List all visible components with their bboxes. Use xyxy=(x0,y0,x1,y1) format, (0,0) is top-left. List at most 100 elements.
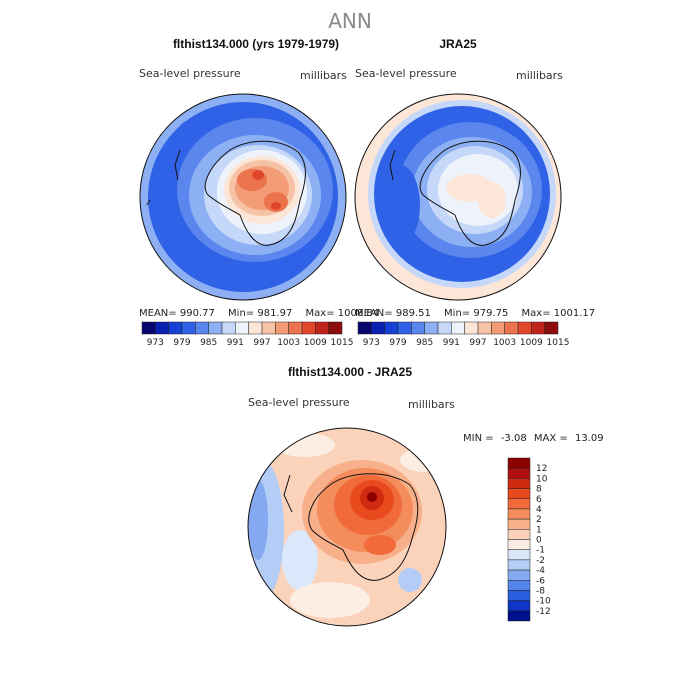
panel-difference-colorbar-tick-label: -4 xyxy=(536,566,545,576)
panel-reanalysis-colorbar-swatch xyxy=(424,321,439,335)
panel-model-colorbar-swatch xyxy=(235,321,249,335)
panel-model-colorbar-tick-label: 973 xyxy=(147,338,164,348)
panel-difference-colorbar-tick-label: -6 xyxy=(536,576,545,586)
panel-difference-colorbar-swatch xyxy=(507,610,531,622)
panel-reanalysis-max-value: 1001.17 xyxy=(554,308,595,319)
panel-reanalysis-colorbar-tick-label: 997 xyxy=(469,338,486,348)
panel-reanalysis-units-label: millibars xyxy=(516,69,563,82)
panel-difference-colorbar-swatch xyxy=(507,457,531,469)
panel-reanalysis-colorbar-swatch xyxy=(371,321,385,335)
panel-reanalysis-colorbar-tick-label: 985 xyxy=(416,338,433,348)
panel-difference-colorbar-swatch xyxy=(507,539,531,550)
panel-model-colorbar-swatch xyxy=(275,321,289,335)
panel-model-colorbar-swatch xyxy=(181,321,196,335)
panel-difference-title: flthist134.000 - JRA25 xyxy=(288,365,412,379)
panel-reanalysis-colorbar-tick-label: 991 xyxy=(443,338,460,348)
panel-difference-colorbar-swatch xyxy=(507,549,531,561)
panel-difference-colorbar-tick-label: 12 xyxy=(536,464,547,474)
panel-reanalysis-colorbar-swatch xyxy=(384,321,399,335)
panel-model-colorbar-swatch xyxy=(141,321,156,335)
panel-difference-colorbar-tick-label: 10 xyxy=(536,474,548,484)
figure-title: ANN xyxy=(328,9,372,33)
panel-difference-max-value: 13.09 xyxy=(575,433,604,444)
panel-difference-colorbar-swatch xyxy=(507,590,531,601)
panel-model-colorbar-tick-label: 985 xyxy=(200,338,217,348)
panel-reanalysis-mean-label: MEAN= xyxy=(355,308,393,319)
panel-model-colorbar-swatch xyxy=(301,321,316,335)
panel-model-colorbar-tick-label: 1003 xyxy=(277,338,300,348)
panel-difference-colorbar-tick-label: 4 xyxy=(536,505,542,515)
panel-reanalysis-colorbar-tick-label: 1015 xyxy=(547,338,570,348)
panel-difference-colorbar-swatch xyxy=(507,498,531,510)
panel-difference-colorbar-swatch xyxy=(507,488,531,499)
panel-difference-colorbar-tick-label: 1 xyxy=(536,525,542,535)
panel-model-colorbar: 973 979 985 991 997 1003 1009 1015 xyxy=(141,321,354,348)
panel-model-colorbar-tick-label: 1009 xyxy=(304,338,327,348)
panel-difference: flthist134.000 - JRA25 Sea-level pressur… xyxy=(247,365,604,627)
panel-difference-colorbar-tick-label: 8 xyxy=(536,485,542,495)
panel-model-colorbar-tick-label: 991 xyxy=(227,338,244,348)
panel-model-max-value: 1008.84 xyxy=(338,308,379,319)
panel-model-colorbar-swatch xyxy=(328,321,343,335)
panel-difference-colorbar-swatch xyxy=(507,580,531,591)
panel-difference-variable-label: Sea-level pressure xyxy=(248,396,350,409)
panel-reanalysis-colorbar-swatch xyxy=(451,321,465,335)
panel-difference-colorbar-tick-label: -8 xyxy=(536,586,545,596)
panel-model-colorbar-swatch xyxy=(155,321,169,335)
panel-difference-colorbar-tick-label: -12 xyxy=(536,607,551,617)
panel-difference-colorbar-swatch xyxy=(507,600,531,612)
panel-difference-min-value: -3.08 xyxy=(501,433,527,444)
panel-model: flthist134.000 (yrs 1979-1979) Sea-level… xyxy=(139,37,379,348)
panel-difference-colorbar-tick-label: -10 xyxy=(536,597,551,607)
panel-model-units-label: millibars xyxy=(300,69,347,82)
panel-difference-colorbar-swatch xyxy=(507,508,531,520)
panel-reanalysis-colorbar: 973 979 985 991 997 1003 1009 1015 xyxy=(357,321,570,348)
panel-difference-colorbar-tick-label: -2 xyxy=(536,556,545,566)
panel-model-stats: MEAN= 990.77 Min= 981.97 Max= 1008.84 xyxy=(139,308,379,319)
panel-reanalysis-colorbar-swatch xyxy=(531,321,545,335)
panel-reanalysis-min-label: Min= xyxy=(444,308,470,319)
panel-difference-stats: MIN = -3.08 MAX = 13.09 xyxy=(463,433,604,444)
panel-reanalysis-colorbar-swatch xyxy=(477,321,492,335)
panel-reanalysis-title: JRA25 xyxy=(439,37,477,51)
panel-difference-colorbar-swatch xyxy=(507,569,531,581)
panel-reanalysis-min-value: 979.75 xyxy=(473,308,508,319)
panel-reanalysis-colorbar-swatch xyxy=(411,321,425,335)
panel-model-colorbar-swatch xyxy=(195,321,209,335)
panel-difference-colorbar-tick-label: -1 xyxy=(536,546,545,556)
panel-model-colorbar-swatch xyxy=(208,321,223,335)
panel-reanalysis-colorbar-swatch xyxy=(397,321,412,335)
panel-model-colorbar-tick-label: 1015 xyxy=(331,338,354,348)
panel-difference-map xyxy=(248,428,446,626)
panel-difference-colorbar-swatch xyxy=(507,559,531,571)
panel-model-title: flthist134.000 (yrs 1979-1979) xyxy=(173,37,339,51)
panel-reanalysis-colorbar-tick-label: 973 xyxy=(363,338,380,348)
panel-reanalysis-max-label: Max= xyxy=(522,308,551,319)
panel-difference-colorbar-tick-label: 6 xyxy=(536,495,542,505)
panel-difference-min-label: MIN = xyxy=(463,433,494,444)
panel-model-colorbar-swatch xyxy=(315,321,329,335)
panel-reanalysis-variable-label: Sea-level pressure xyxy=(355,67,457,80)
panel-model-mean-value: 990.77 xyxy=(180,308,215,319)
panel-reanalysis-colorbar-swatch xyxy=(437,321,452,335)
panel-model-colorbar-swatch xyxy=(168,321,183,335)
panel-reanalysis-colorbar-tick-label: 1003 xyxy=(493,338,516,348)
panel-difference-max-label: MAX = xyxy=(534,433,568,444)
panel-model-colorbar-swatch xyxy=(288,321,303,335)
panel-reanalysis-map xyxy=(355,94,561,300)
panel-difference-colorbar-swatch xyxy=(507,518,531,530)
panel-model-variable-label: Sea-level pressure xyxy=(139,67,241,80)
panel-reanalysis: JRA25 Sea-level pressure millibars MEAN=… xyxy=(354,37,595,348)
panel-model-colorbar-tick-label: 997 xyxy=(253,338,270,348)
panel-reanalysis-colorbar-tick-label: 1009 xyxy=(520,338,543,348)
panel-model-mean-label: MEAN= xyxy=(139,308,177,319)
panel-reanalysis-colorbar-swatch xyxy=(544,321,559,335)
panel-difference-colorbar-swatch xyxy=(507,529,531,540)
panel-reanalysis-colorbar-swatch xyxy=(464,321,479,335)
panel-model-colorbar-swatch xyxy=(261,321,276,335)
panel-model-max-label: Max= xyxy=(306,308,335,319)
panel-model-min-value: 981.97 xyxy=(257,308,292,319)
panel-reanalysis-colorbar-swatch xyxy=(491,321,505,335)
